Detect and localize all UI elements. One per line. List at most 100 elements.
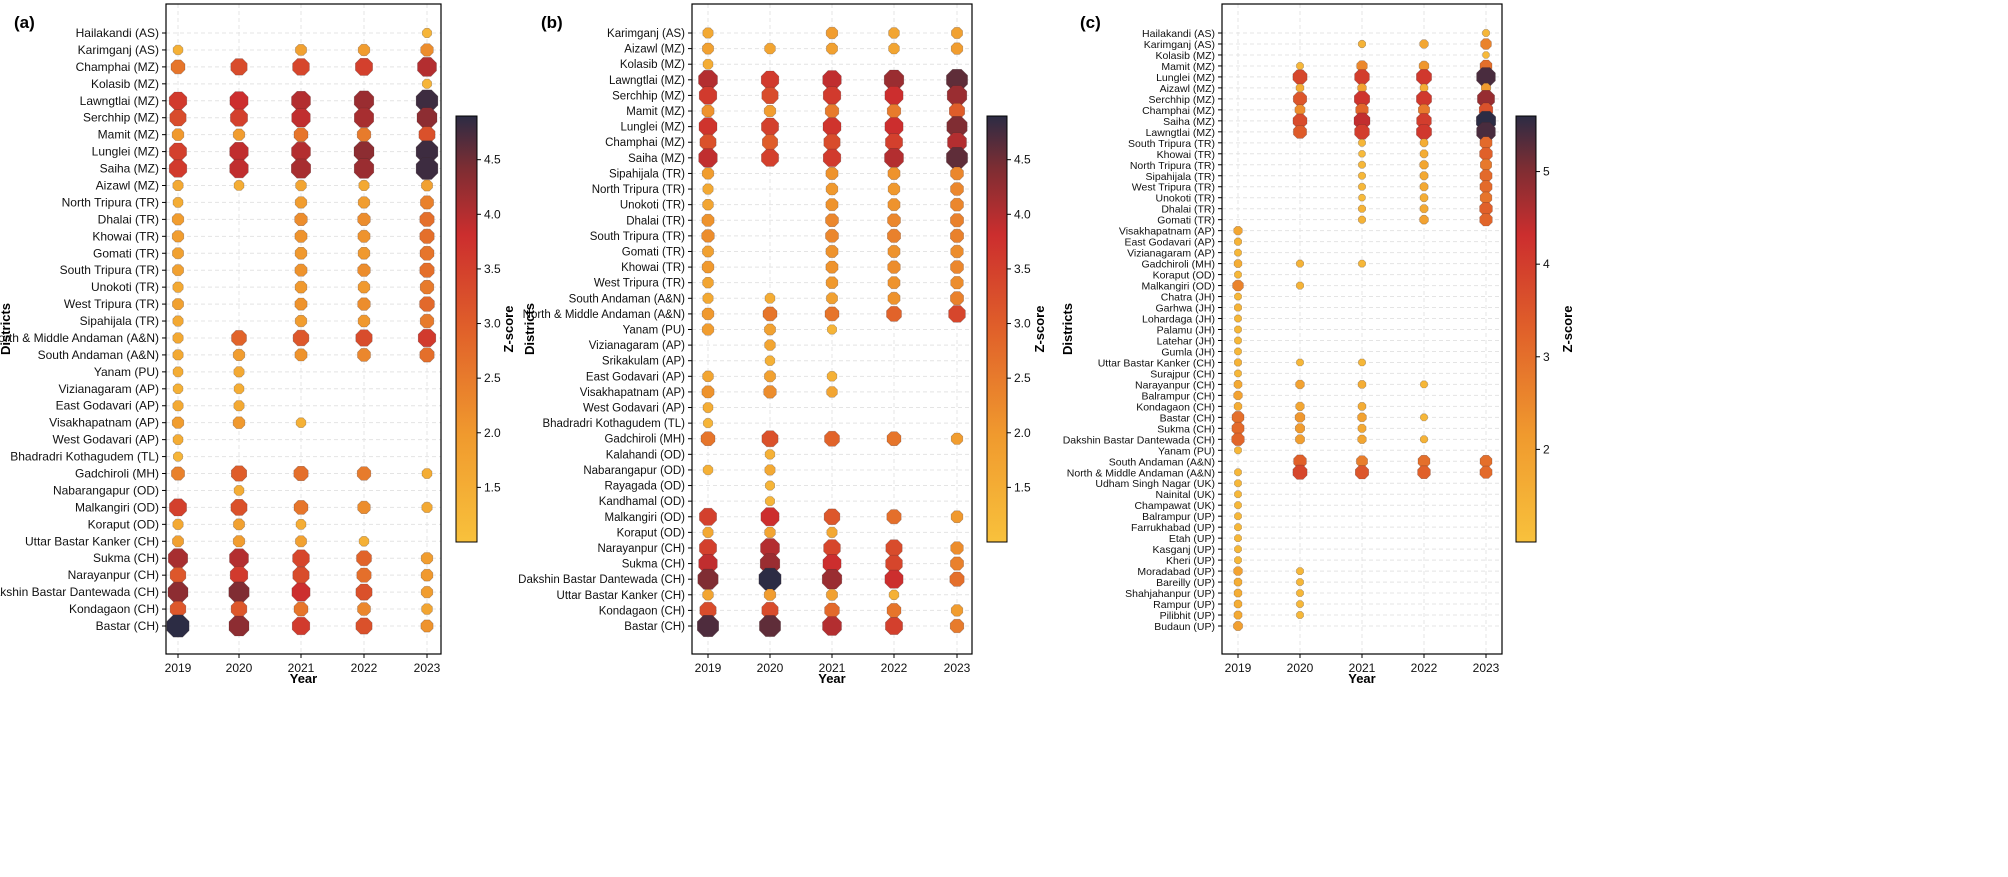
data-point (1417, 465, 1431, 480)
y-tick-label: Uttar Bastar Kanker (CH) (25, 534, 159, 548)
y-tick-label: Narayanpur (CH) (1135, 379, 1215, 391)
data-point (357, 263, 371, 277)
data-point (702, 292, 714, 304)
data-point (1233, 390, 1243, 401)
data-point (293, 500, 309, 515)
data-point (702, 276, 714, 289)
panel-label: (a) (14, 13, 35, 32)
y-tick-label: Lawngtlai (MZ) (609, 75, 685, 87)
data-point (701, 104, 715, 118)
y-tick-label: Karimganj (AS) (607, 28, 685, 40)
y-tick-label: Hailakandi (AS) (1142, 28, 1215, 40)
data-point (1356, 455, 1368, 468)
data-point (1358, 39, 1366, 49)
y-tick-label: West Godavari (AP) (53, 433, 159, 447)
data-point (294, 247, 308, 260)
data-point (702, 42, 714, 55)
colorbar-label: Z-score (501, 306, 516, 353)
data-point (826, 292, 838, 305)
data-point (824, 103, 840, 119)
data-point (822, 616, 842, 636)
data-point (1419, 215, 1429, 225)
data-point (295, 44, 307, 56)
y-tick-label: Bastar (CH) (96, 619, 159, 633)
data-point (294, 297, 308, 311)
data-point (419, 347, 435, 363)
panel-1: (a) Hailakandi (AS) Karimganj (AS) Champhai… (0, 3, 516, 686)
y-tick-label: Pilibhit (UP) (1160, 610, 1215, 622)
data-point (760, 70, 780, 89)
data-point (419, 262, 435, 278)
data-point (1234, 545, 1242, 554)
data-point (702, 245, 714, 258)
data-point (1479, 454, 1493, 468)
data-point (762, 306, 778, 322)
data-point (826, 42, 838, 55)
data-point (701, 229, 715, 243)
data-point (887, 245, 901, 258)
y-tick-label: East Godavari (AP) (56, 399, 159, 413)
data-point (702, 183, 714, 195)
y-tick-label: Moradabad (UP) (1137, 566, 1215, 578)
y-tick-label: South Andaman (A&N) (1109, 456, 1215, 468)
data-point (420, 586, 434, 599)
data-point (1480, 38, 1492, 50)
y-tick-label: Champhai (MZ) (1142, 105, 1215, 117)
data-point (702, 370, 714, 383)
data-point (357, 500, 371, 515)
data-point (1358, 215, 1366, 224)
data-point (1233, 599, 1243, 609)
data-point (822, 86, 842, 105)
data-point (887, 167, 901, 180)
data-point (294, 280, 308, 294)
data-point (761, 117, 779, 136)
y-tick-label: Malkangiri (OD) (1141, 281, 1215, 293)
colorbar-tick-label: 4.0 (1014, 207, 1031, 221)
data-point (1482, 51, 1490, 59)
data-point (1296, 567, 1304, 576)
data-point (172, 366, 184, 378)
x-axis-label: Year (290, 671, 317, 686)
data-point (357, 229, 371, 243)
y-tick-label: Lohardaga (JH) (1142, 314, 1215, 326)
data-point (170, 59, 186, 75)
y-tick-label: Kheri (UP) (1166, 555, 1215, 567)
data-point (702, 402, 714, 413)
y-tick-label: Dakshin Bastar Dantewada (CH) (518, 574, 685, 586)
data-point (950, 260, 964, 274)
y-tick-label: Saiha (MZ) (1163, 116, 1215, 128)
colorbar-tick-label: 2 (1543, 442, 1550, 456)
y-tick-label: Bareilly (UP) (1156, 577, 1215, 589)
y-tick-label: Bhadradri Kothagudem (TL) (542, 418, 685, 430)
data-point (229, 566, 249, 585)
data-point (1358, 138, 1366, 147)
y-axis-label: Districts (522, 303, 537, 355)
y-tick-label: Budaun (UP) (1154, 621, 1215, 633)
data-point (1358, 259, 1366, 268)
data-point (291, 91, 311, 111)
data-point (825, 182, 839, 196)
data-point (421, 468, 433, 479)
data-point (764, 496, 776, 507)
y-tick-labels: Hailakandi (AS)Karimganj (AS)Kolasib (MZ… (1063, 28, 1222, 633)
data-point (701, 213, 715, 227)
data-point (171, 416, 185, 429)
data-point (764, 464, 776, 476)
y-tick-label: North & Middle Andaman (A&N) (1067, 467, 1215, 479)
data-point (171, 466, 185, 481)
data-point (761, 134, 779, 151)
data-point (825, 229, 839, 243)
data-point (1234, 270, 1242, 279)
data-point (1294, 104, 1306, 116)
data-point (292, 329, 310, 347)
y-tick-label: Bastar (CH) (1160, 412, 1215, 424)
data-point (826, 526, 838, 538)
data-point (1234, 347, 1242, 356)
data-point (1234, 336, 1242, 345)
data-point (232, 416, 246, 429)
data-point (764, 370, 776, 383)
data-point (292, 549, 310, 568)
colorbar-tick-label: 4.0 (484, 207, 501, 221)
data-point (168, 91, 188, 110)
